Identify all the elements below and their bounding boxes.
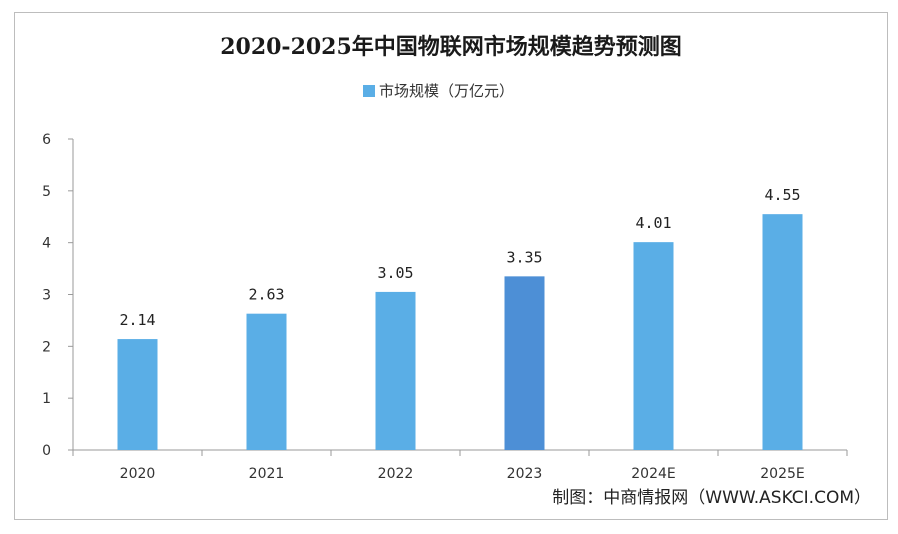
bar-2022 [375, 291, 416, 450]
chart-title: 2020-2025年中国物联网市场规模趋势预测图 [220, 34, 682, 60]
y-tick-label: 4 [42, 236, 51, 252]
legend-swatch [363, 85, 375, 97]
category-label-2024E: 2024E [631, 466, 675, 482]
category-label-2020: 2020 [120, 466, 156, 482]
legend: 市场规模（万亿元） [363, 82, 514, 100]
category-label-2022: 2022 [378, 466, 414, 482]
value-label-2023: 3.35 [506, 248, 542, 266]
x-axis [72, 449, 848, 456]
bar-chart: 2020-2025年中国物联网市场规模趋势预测图 市场规模（万亿元） 0 1 2 3 4… [42, 34, 871, 508]
category-label-2023: 2023 [507, 466, 543, 482]
category-labels: 2020 2021 2022 2023 2024E 2025E [120, 466, 805, 482]
value-label-2020: 2.14 [119, 311, 155, 329]
value-label-2025E: 4.55 [764, 186, 800, 204]
value-label-2024E: 4.01 [635, 214, 671, 232]
value-labels: 2.14 2.63 3.05 3.35 4.01 4.55 [119, 186, 800, 329]
value-label-2022: 3.05 [377, 264, 413, 282]
y-tick-label: 3 [42, 288, 51, 304]
bar-2020 [117, 339, 158, 450]
bar-2023 [504, 276, 545, 450]
y-tick-label: 2 [42, 339, 51, 355]
y-tick-label: 6 [42, 132, 51, 148]
y-axis: 0 1 2 3 4 5 6 [42, 132, 74, 459]
bar-2024E [633, 242, 674, 450]
bars [117, 214, 803, 450]
source-credit: 制图：中商情报网（WWW.ASKCI.COM） [552, 488, 871, 508]
value-label-2021: 2.63 [248, 286, 284, 304]
y-tick-label: 0 [42, 443, 51, 459]
bar-2021 [246, 313, 287, 450]
legend-label: 市场规模（万亿元） [379, 82, 514, 100]
chart-frame: 2020-2025年中国物联网市场规模趋势预测图 市场规模（万亿元） 0 1 2 3 4… [14, 12, 888, 520]
bar-2025E [762, 214, 803, 450]
y-tick-label: 5 [42, 184, 51, 200]
category-label-2021: 2021 [249, 466, 285, 482]
category-label-2025E: 2025E [760, 466, 804, 482]
y-tick-label: 1 [42, 391, 51, 407]
